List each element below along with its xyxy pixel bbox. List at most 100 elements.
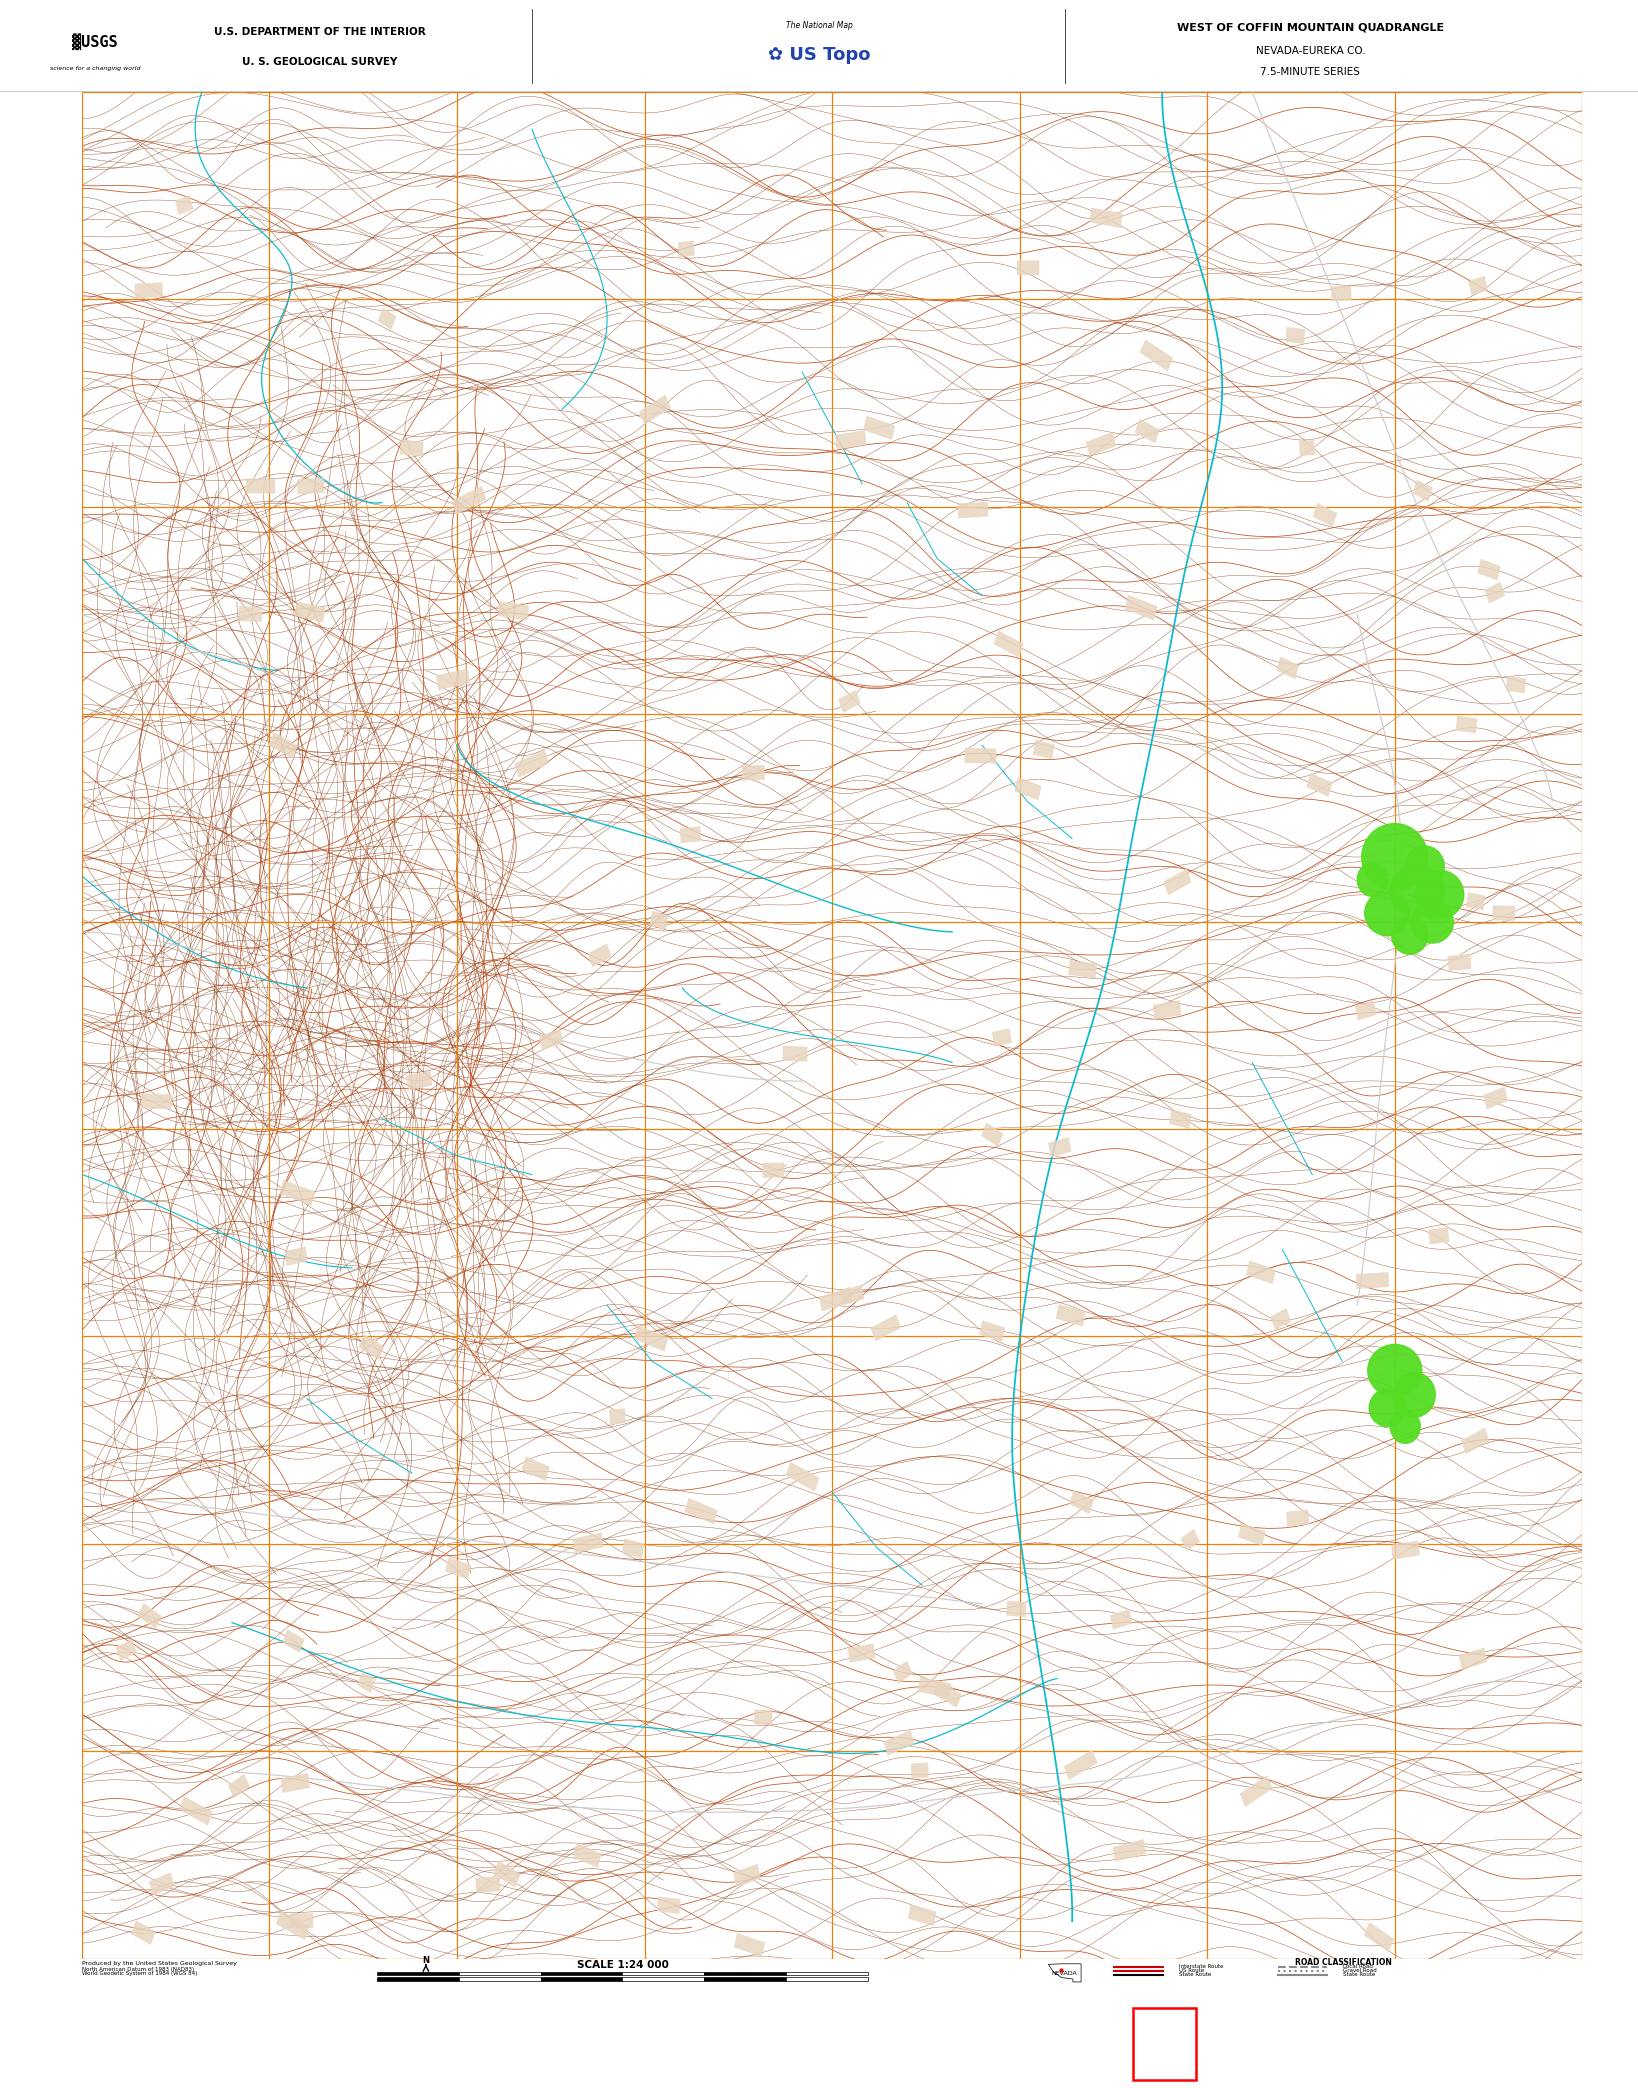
Polygon shape: [1048, 1965, 1081, 1982]
Bar: [1391, 1541, 1420, 1560]
Bar: [1111, 1610, 1132, 1631]
Text: ROAD CLASSIFICATION: ROAD CLASSIFICATION: [1294, 1959, 1392, 1967]
Bar: [680, 827, 701, 844]
Bar: [246, 478, 275, 493]
Bar: [1477, 560, 1500, 580]
Bar: [1089, 207, 1122, 228]
Ellipse shape: [1405, 846, 1445, 887]
Bar: [138, 1604, 162, 1629]
Bar: [1364, 1923, 1394, 1952]
Bar: [459, 1977, 541, 1982]
Bar: [1466, 892, 1486, 910]
Bar: [958, 501, 988, 518]
Bar: [521, 1455, 550, 1480]
Bar: [734, 1933, 765, 1956]
Ellipse shape: [1358, 862, 1387, 896]
Bar: [907, 1904, 937, 1927]
Ellipse shape: [1392, 917, 1428, 954]
Bar: [819, 1286, 853, 1311]
Bar: [436, 668, 470, 689]
Text: Interstate Route: Interstate Route: [1179, 1965, 1224, 1969]
Bar: [1412, 480, 1433, 501]
Bar: [588, 944, 611, 967]
Text: WEST OF COFFIN MOUNTAIN QUADRANGLE: WEST OF COFFIN MOUNTAIN QUADRANGLE: [1176, 23, 1445, 33]
Bar: [1505, 677, 1527, 693]
Bar: [839, 689, 860, 712]
Bar: [1086, 432, 1117, 455]
Bar: [786, 1971, 868, 1975]
Bar: [1448, 954, 1471, 971]
Ellipse shape: [1368, 1345, 1422, 1397]
Bar: [377, 1977, 459, 1982]
Bar: [786, 1462, 819, 1491]
Bar: [275, 1911, 310, 1940]
Bar: [917, 1677, 952, 1698]
Text: 7.5-MINUTE SERIES: 7.5-MINUTE SERIES: [1261, 67, 1360, 77]
Bar: [1492, 906, 1515, 921]
Text: Gravel Road: Gravel Road: [1343, 1969, 1378, 1973]
Bar: [883, 1731, 914, 1756]
Bar: [994, 631, 1024, 658]
Bar: [541, 1971, 622, 1975]
Bar: [141, 1094, 172, 1109]
Ellipse shape: [1415, 871, 1464, 919]
Text: U.S. DEPARTMENT OF THE INTERIOR: U.S. DEPARTMENT OF THE INTERIOR: [213, 27, 426, 38]
Bar: [1271, 1307, 1291, 1330]
Bar: [1140, 340, 1173, 372]
Bar: [573, 1844, 601, 1867]
Bar: [1428, 1228, 1450, 1244]
Text: State Route: State Route: [1179, 1973, 1212, 1977]
Bar: [280, 1180, 314, 1205]
Ellipse shape: [1364, 892, 1410, 935]
Bar: [1068, 960, 1097, 979]
Bar: [1125, 595, 1158, 620]
Bar: [149, 1873, 175, 1896]
Bar: [1163, 869, 1192, 896]
Bar: [239, 606, 262, 622]
Bar: [1135, 420, 1160, 443]
Bar: [406, 1071, 432, 1090]
Bar: [840, 1284, 865, 1305]
Bar: [280, 1773, 310, 1794]
Bar: [622, 1971, 704, 1975]
Bar: [179, 1796, 213, 1825]
Text: North American Datum of 1983 (NAD83): North American Datum of 1983 (NAD83): [82, 1967, 193, 1973]
Bar: [1034, 739, 1055, 760]
Bar: [981, 1123, 1004, 1146]
Bar: [295, 601, 326, 622]
Bar: [1247, 1261, 1276, 1284]
Bar: [786, 1977, 868, 1982]
Bar: [1014, 777, 1042, 800]
Text: US Route: US Route: [1179, 1969, 1204, 1973]
Bar: [848, 1643, 875, 1662]
Bar: [1153, 1000, 1181, 1019]
Bar: [1133, 2009, 1196, 2080]
Text: NEVADA-EUREKA CO.: NEVADA-EUREKA CO.: [1256, 46, 1364, 56]
Bar: [1461, 1428, 1489, 1453]
Text: World Geodetic System of 1984 (WGS 84): World Geodetic System of 1984 (WGS 84): [82, 1971, 197, 1975]
Bar: [134, 282, 162, 299]
Bar: [734, 1865, 760, 1888]
Ellipse shape: [1412, 902, 1453, 944]
Bar: [269, 731, 298, 758]
Ellipse shape: [1391, 864, 1445, 917]
Bar: [1312, 503, 1337, 526]
Bar: [753, 1710, 771, 1725]
Bar: [1276, 656, 1299, 679]
Bar: [622, 1977, 704, 1982]
Bar: [359, 1334, 385, 1359]
Bar: [1286, 328, 1305, 345]
Bar: [742, 764, 765, 781]
Bar: [634, 1324, 668, 1351]
Bar: [1299, 441, 1315, 455]
Text: science for a changing world: science for a changing world: [49, 67, 141, 71]
Bar: [228, 1775, 251, 1798]
Bar: [541, 1977, 622, 1982]
Text: The National Map: The National Map: [786, 21, 852, 29]
Bar: [296, 478, 324, 495]
Bar: [685, 1497, 717, 1524]
Bar: [609, 1407, 626, 1424]
Bar: [573, 1533, 604, 1553]
Bar: [1356, 1272, 1389, 1288]
Bar: [863, 416, 896, 441]
